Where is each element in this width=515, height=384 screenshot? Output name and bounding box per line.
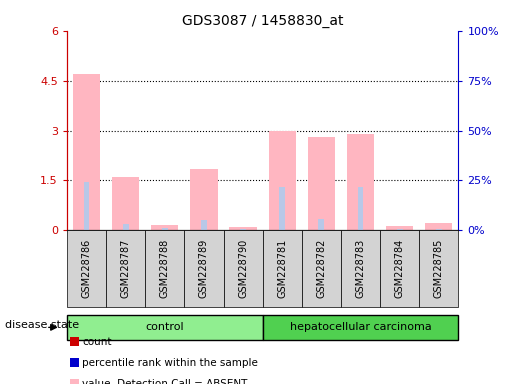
Bar bbox=[190, 169, 218, 230]
Bar bbox=[151, 225, 179, 230]
Bar bbox=[240, 229, 246, 230]
Text: GSM228789: GSM228789 bbox=[199, 239, 209, 298]
Text: hepatocellular carcinoma: hepatocellular carcinoma bbox=[289, 322, 432, 333]
Bar bbox=[397, 229, 403, 230]
Bar bbox=[123, 224, 129, 230]
Text: percentile rank within the sample: percentile rank within the sample bbox=[82, 358, 259, 368]
Bar bbox=[347, 134, 374, 230]
Text: count: count bbox=[82, 337, 112, 347]
Text: GSM228785: GSM228785 bbox=[434, 239, 444, 298]
Bar bbox=[73, 74, 100, 230]
Title: GDS3087 / 1458830_at: GDS3087 / 1458830_at bbox=[182, 14, 344, 28]
Text: value, Detection Call = ABSENT: value, Detection Call = ABSENT bbox=[82, 379, 248, 384]
Bar bbox=[357, 187, 364, 230]
Bar bbox=[425, 223, 453, 230]
Bar bbox=[83, 182, 90, 230]
Bar bbox=[318, 219, 324, 230]
Bar bbox=[229, 227, 257, 230]
Bar bbox=[112, 177, 140, 230]
Text: control: control bbox=[146, 322, 184, 333]
Text: disease state: disease state bbox=[5, 320, 79, 331]
Bar bbox=[201, 220, 207, 230]
Text: GSM228781: GSM228781 bbox=[277, 239, 287, 298]
Text: GSM228790: GSM228790 bbox=[238, 239, 248, 298]
Bar bbox=[436, 229, 442, 230]
Bar bbox=[268, 131, 296, 230]
Text: GSM228782: GSM228782 bbox=[316, 239, 327, 298]
Text: GSM228788: GSM228788 bbox=[160, 239, 170, 298]
Text: GSM228783: GSM228783 bbox=[355, 239, 366, 298]
Bar bbox=[307, 137, 335, 230]
Bar bbox=[386, 227, 414, 230]
Text: GSM228786: GSM228786 bbox=[81, 239, 92, 298]
Text: GSM228784: GSM228784 bbox=[394, 239, 405, 298]
Text: GSM228787: GSM228787 bbox=[121, 239, 131, 298]
Bar bbox=[279, 187, 285, 230]
Bar bbox=[162, 228, 168, 230]
